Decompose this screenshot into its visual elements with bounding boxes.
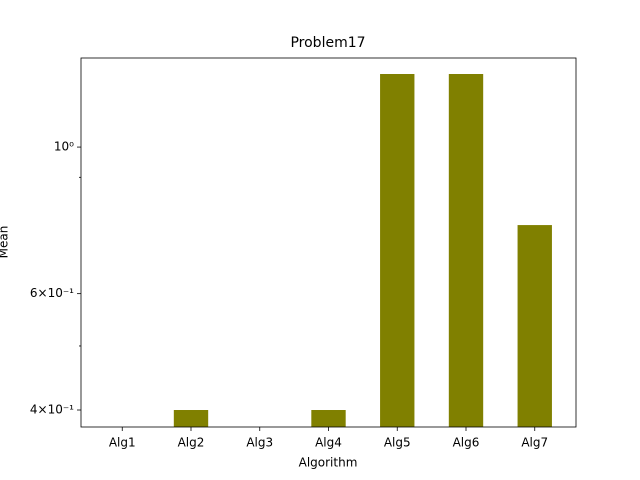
bar xyxy=(448,74,484,427)
x-tick-label: Alg2 xyxy=(178,436,205,450)
y-tick-label: 10⁰ xyxy=(54,140,74,154)
x-tick-label: Alg7 xyxy=(521,436,548,450)
x-tick-label: Alg1 xyxy=(109,436,136,450)
x-tick-label: Alg5 xyxy=(384,436,411,450)
x-tick-label: Alg3 xyxy=(246,436,273,450)
chart-title: Problem17 xyxy=(290,35,365,51)
y-tick-label: 6×10⁻¹ xyxy=(30,286,74,300)
plot-frame xyxy=(80,57,577,428)
bar xyxy=(173,410,209,427)
bar xyxy=(517,225,552,427)
x-tick-label: Alg4 xyxy=(315,436,342,450)
x-axis-label: Algorithm xyxy=(299,456,358,470)
y-tick-label: 4×10⁻¹ xyxy=(30,403,74,417)
x-tick-label: Alg6 xyxy=(453,436,480,450)
bar xyxy=(380,74,415,427)
bar xyxy=(311,410,346,427)
y-axis-label: Mean xyxy=(0,226,11,259)
